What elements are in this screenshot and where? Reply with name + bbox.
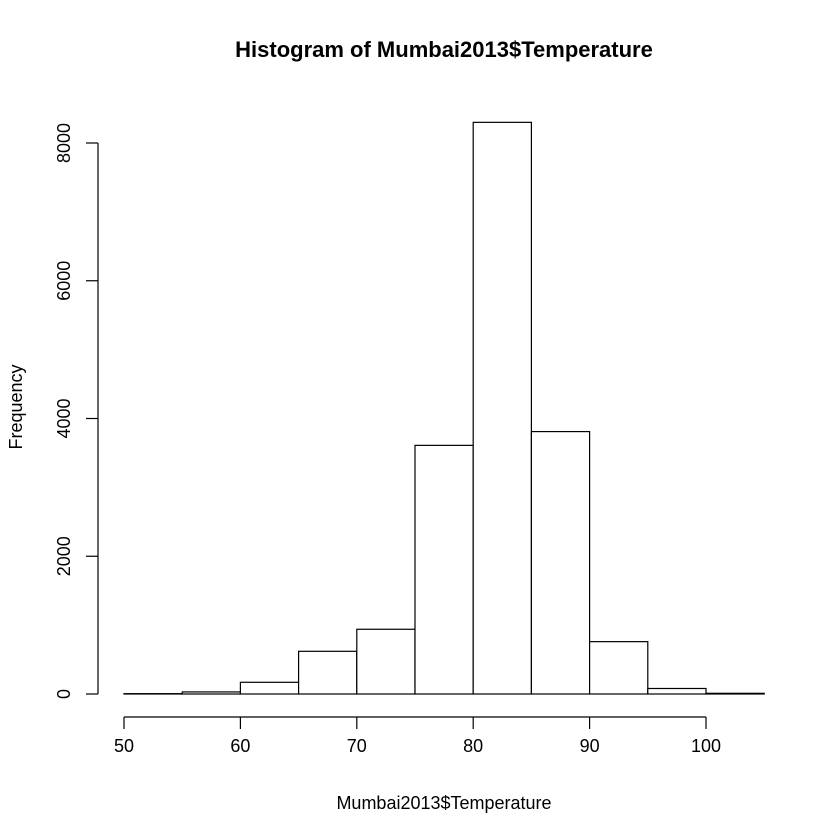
x-tick-label: 50 <box>114 736 134 756</box>
y-axis-label: Frequency <box>6 364 26 449</box>
y-tick-label: 0 <box>54 689 74 699</box>
x-tick-label: 100 <box>691 736 721 756</box>
histogram-bar <box>647 687 707 695</box>
y-tick-label: 8000 <box>54 123 74 163</box>
histogram-bar <box>705 692 765 695</box>
x-tick-label: 80 <box>463 736 483 756</box>
histogram-bar <box>588 641 649 695</box>
y-tick-label: 6000 <box>54 261 74 301</box>
y-axis: 0 2000 4000 6000 8000 <box>54 123 99 699</box>
x-tick-label: 60 <box>230 736 250 756</box>
histogram-bar <box>298 650 358 695</box>
chart-title: Histogram of Mumbai2013$Temperature <box>235 37 653 62</box>
histogram-bar <box>356 628 416 695</box>
histogram-bar <box>181 691 241 695</box>
histogram-bar <box>472 121 533 695</box>
x-axis: 50 60 70 80 90 100 <box>114 716 721 756</box>
y-tick-label: 4000 <box>54 398 74 438</box>
histogram-bar <box>414 444 474 695</box>
y-tick-label: 2000 <box>54 536 74 576</box>
histogram-bar <box>239 681 300 695</box>
x-tick-label: 90 <box>580 736 600 756</box>
x-tick-label: 70 <box>347 736 367 756</box>
x-axis-label: Mumbai2013$Temperature <box>336 793 551 813</box>
histogram-bar <box>530 430 591 695</box>
bars-group <box>123 121 765 695</box>
